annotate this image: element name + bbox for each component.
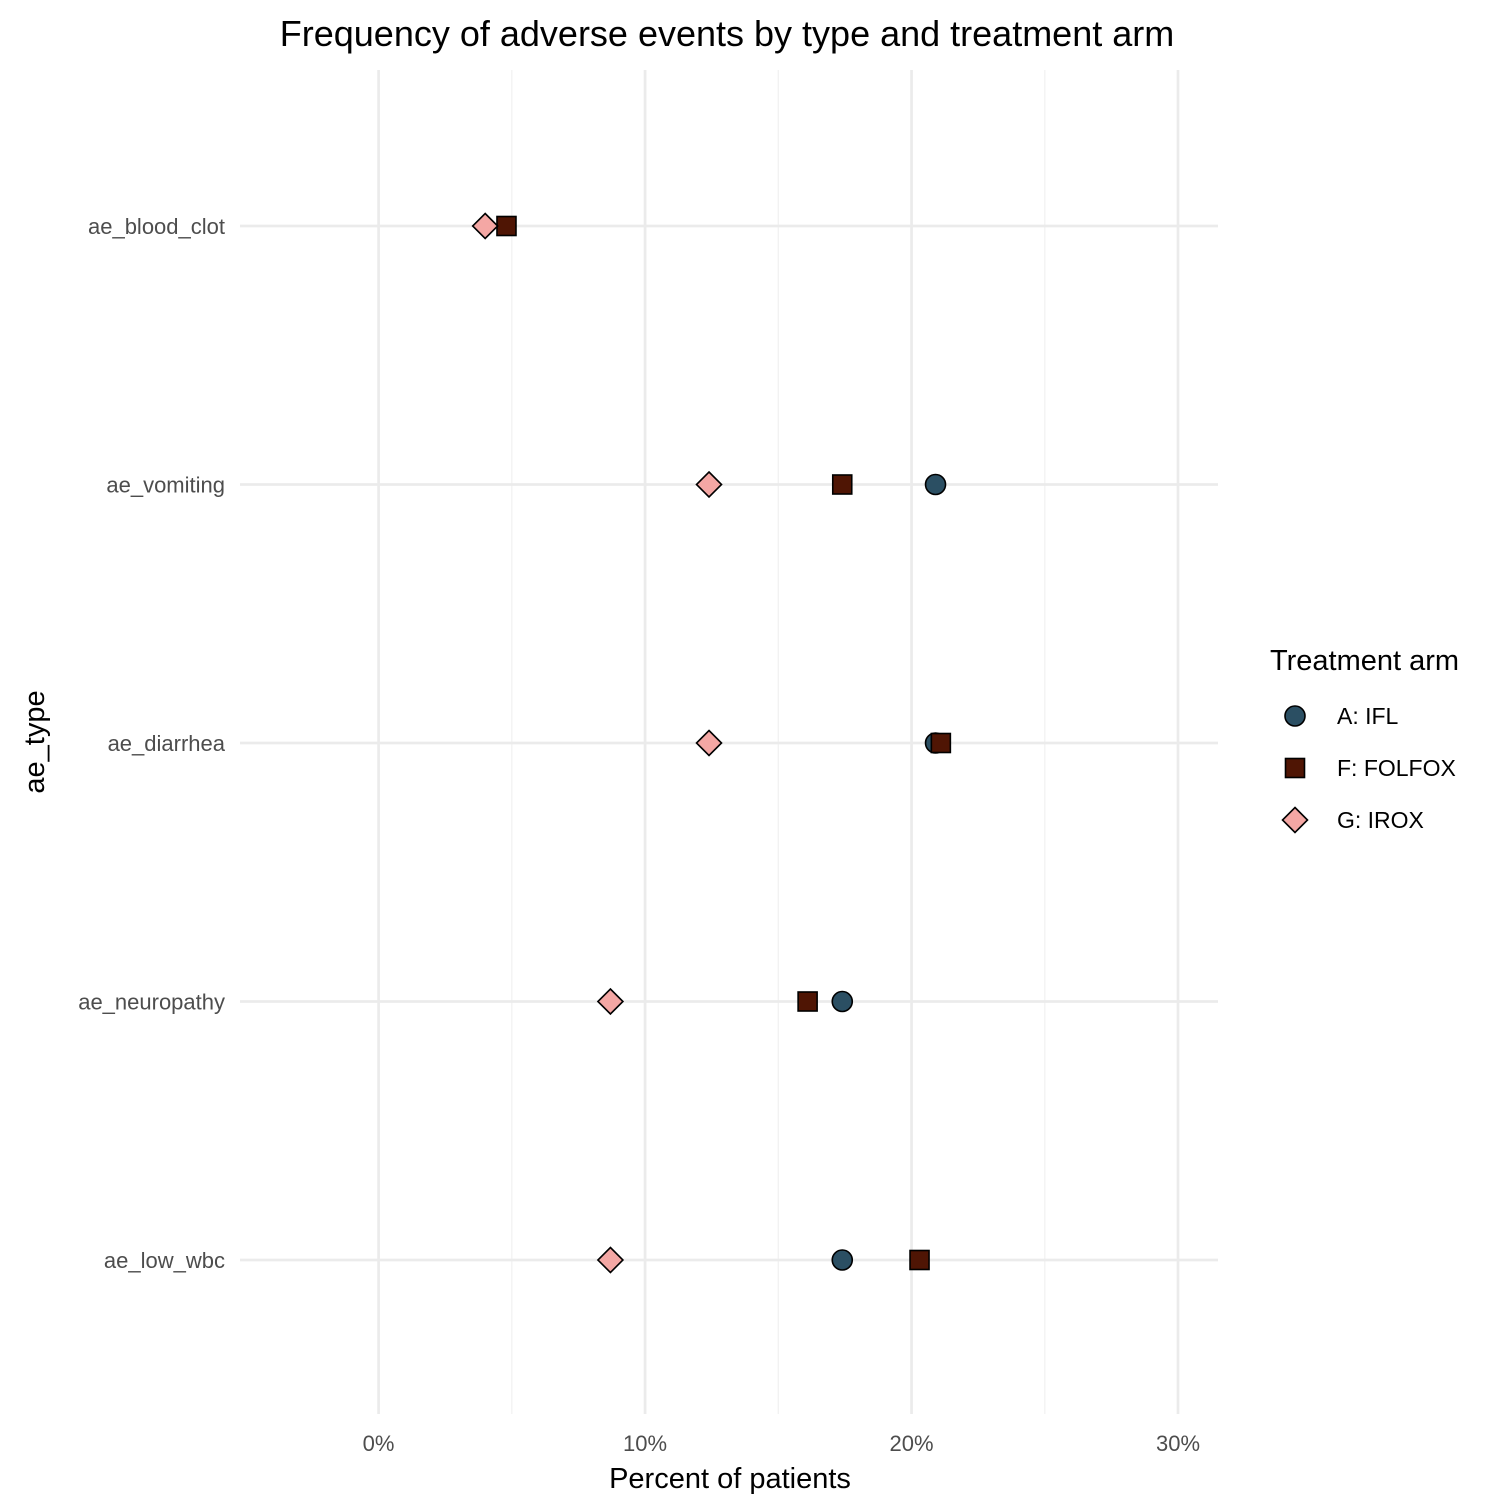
data-point-square [930, 732, 952, 754]
legend-items: A: IFL F: FOLFOX G: IROX [1281, 703, 1456, 834]
data-point-circle [831, 990, 854, 1013]
chart-title: Frequency of adverse events by type and … [280, 13, 1174, 54]
legend-key-circle [1284, 705, 1306, 727]
data-point-circle [831, 1249, 854, 1271]
data-point-diamond [596, 1246, 625, 1274]
x-tick-label: 30% [1156, 1431, 1200, 1456]
legend-key-diamond [1281, 806, 1309, 834]
y-tick-labels: ae_blood_clot ae_vomiting ae_diarrhea ae_ne… [78, 214, 226, 1273]
grid [240, 70, 1218, 1414]
legend-key-square [1284, 757, 1306, 779]
x-tick-labels: 0% 10% 20% 30% [363, 1431, 1200, 1456]
y-axis-title: ae_type [19, 690, 51, 793]
legend-label: G: IROX [1337, 807, 1424, 833]
data-point-circle [924, 473, 947, 496]
data-point-square [909, 1249, 930, 1271]
data-points [471, 212, 952, 1274]
legend: Treatment arm A: IFL F: FOLFOX G: IROX [1270, 645, 1459, 834]
data-point-diamond [471, 212, 499, 240]
x-tick-label: 10% [623, 1431, 667, 1456]
data-point-square [831, 474, 853, 495]
y-tick-label: ae_diarrhea [108, 731, 226, 756]
data-point-square [496, 215, 517, 237]
x-tick-label: 20% [890, 1431, 934, 1456]
data-point-diamond [596, 987, 625, 1016]
y-tick-label: ae_neuropathy [78, 990, 225, 1015]
data-point-square [797, 991, 818, 1012]
legend-label: A: IFL [1337, 703, 1399, 729]
y-tick-label: ae_low_wbc [104, 1248, 225, 1273]
x-axis-title: Percent of patients [609, 1463, 851, 1495]
legend-title: Treatment arm [1270, 645, 1459, 677]
y-tick-label: ae_vomiting [106, 473, 225, 498]
legend-label: F: FOLFOX [1337, 755, 1456, 781]
x-tick-label: 0% [363, 1431, 395, 1456]
data-point-diamond [695, 470, 723, 499]
data-point-diamond [695, 729, 723, 757]
y-tick-label: ae_blood_clot [88, 214, 225, 239]
